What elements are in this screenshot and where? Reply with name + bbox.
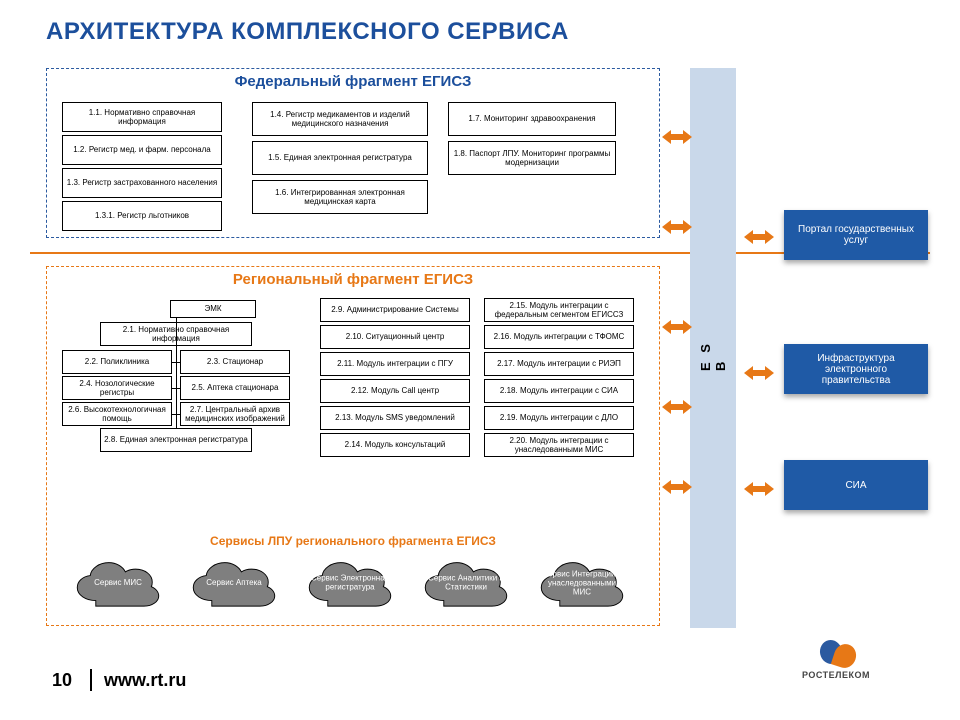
reg-2-4: 2.4. Нозологические регистры (62, 376, 172, 400)
service-cloud-0: Сервис МИС (70, 558, 166, 608)
reg-2-5: 2.5. Аптека стационара (180, 376, 290, 400)
reg-c3-1: 2.16. Модуль интеграции с ТФОМС (484, 325, 634, 349)
reg-2-2: 2.2. Поликлиника (62, 350, 172, 374)
reg-c2-4: 2.13. Модуль SMS уведомлений (320, 406, 470, 430)
side-box-0: Портал государственных услуг (784, 210, 928, 260)
bus-arrow-icon (744, 482, 774, 496)
fed-c2-1: 1.5. Единая электронная регистратура (252, 141, 428, 175)
fed-c1-1: 1.2. Регистр мед. и фарм. персонала (62, 135, 222, 165)
reg-2-8: 2.8. Единая электронная регистратура (100, 428, 252, 452)
side-box-2: СИА (784, 460, 928, 510)
reg-2-6: 2.6. Высокотехнологичная помощь (62, 402, 172, 426)
fed-c1-0: 1.1. Нормативно справочная информация (62, 102, 222, 132)
footer-divider (90, 669, 92, 691)
service-cloud-4: Сервис Интеграции с унаследованными МИС (534, 558, 630, 608)
reg-c2-3: 2.12. Модуль Call центр (320, 379, 470, 403)
reg-c3-0: 2.15. Модуль интеграции с федеральным се… (484, 298, 634, 322)
bus-arrow-icon (662, 480, 692, 494)
slide-title: АРХИТЕКТУРА КОМПЛЕКСНОГО СЕРВИСА (46, 18, 569, 46)
reg-c3-2: 2.17. Модуль интеграции с РИЭП (484, 352, 634, 376)
bus-arrow-icon (744, 230, 774, 244)
fed-c1-2: 1.3. Регистр застрахованного населения (62, 168, 222, 198)
fed-c3-0: 1.7. Мониторинг здравоохранения (448, 102, 616, 136)
reg-2-7: 2.7. Центральный архив медицинских изобр… (180, 402, 290, 426)
fed-c2-0: 1.4. Регистр медикаментов и изделий меди… (252, 102, 428, 136)
logo-brand-text: РОСТЕЛЕКОМ (802, 670, 870, 680)
esb-label: E S B (698, 325, 728, 371)
esb-column: E S B (690, 68, 736, 628)
bus-arrow-icon (744, 366, 774, 380)
service-cloud-3: Сервис Аналитики и Статистики (418, 558, 514, 608)
reg-c2-5: 2.14. Модуль консультаций (320, 433, 470, 457)
service-cloud-1: Сервис Аптека (186, 558, 282, 608)
bus-arrow-icon (662, 320, 692, 334)
reg-c2-2: 2.11. Модуль интеграции с ПГУ (320, 352, 470, 376)
service-cloud-2: Сервис Электронная регистратура (302, 558, 398, 608)
regional-panel-title: Региональный фрагмент ЕГИСЗ (233, 271, 473, 288)
reg-c3-3: 2.18. Модуль интеграции с СИА (484, 379, 634, 403)
page-number: 10 (52, 670, 72, 691)
side-box-1: Инфраструктура электронного правительств… (784, 344, 928, 394)
fed-c1-3: 1.3.1. Регистр льготников (62, 201, 222, 231)
footer-url: www.rt.ru (104, 670, 186, 691)
regional-subservices-title: Сервисы ЛПУ регионального фрагмента ЕГИС… (210, 534, 496, 548)
reg-c3-5: 2.20. Модуль интеграции с унаследованным… (484, 433, 634, 457)
fed-c2-2: 1.6. Интегрированная электронная медицин… (252, 180, 428, 214)
bus-arrow-icon (662, 400, 692, 414)
reg-c2-1: 2.10. Ситуационный центр (320, 325, 470, 349)
reg-c2-0: 2.9. Администрирование Системы (320, 298, 470, 322)
reg-2-3: 2.3. Стационар (180, 350, 290, 374)
reg-c3-4: 2.19. Модуль интеграции с ДЛО (484, 406, 634, 430)
bus-arrow-icon (662, 220, 692, 234)
reg-emk: ЭМК (170, 300, 256, 318)
fed-c3-1: 1.8. Паспорт ЛПУ. Мониторинг программы м… (448, 141, 616, 175)
federal-panel-title: Федеральный фрагмент ЕГИСЗ (235, 73, 472, 90)
bus-arrow-icon (662, 130, 692, 144)
rostelecom-logo: РОСТЕЛЕКОМ (820, 640, 930, 690)
